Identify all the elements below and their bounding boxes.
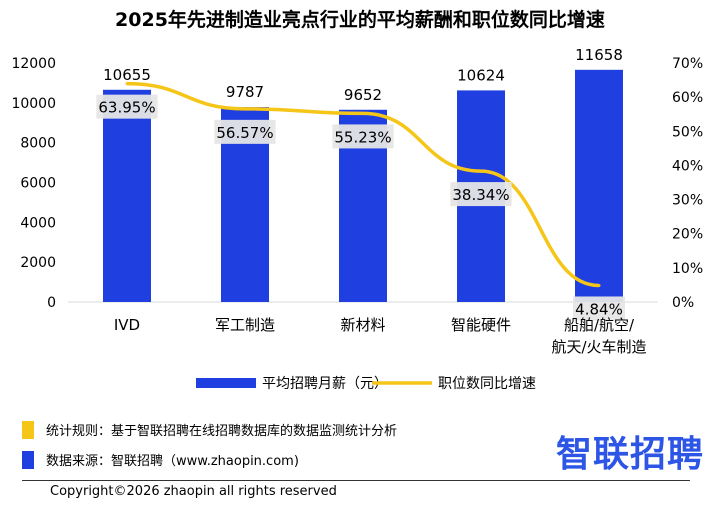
- line-label-box: [450, 182, 512, 207]
- stat-rule-note: 统计规则：基于智联招聘在线招聘数据库的数据监测统计分析: [22, 420, 397, 439]
- stat-rule-text: 统计规则：基于智联招聘在线招聘数据库的数据监测统计分析: [46, 424, 398, 439]
- left-axis-tick-label: 12000: [11, 56, 56, 72]
- left-axis-tick-label: 10000: [11, 96, 56, 112]
- copyright-text: Copyright©2026 zhaopin all rights reserv…: [50, 484, 337, 499]
- line-label-box: [214, 119, 276, 144]
- left-axis-tick-label: 8000: [20, 136, 56, 152]
- right-axis-tick-label: 50%: [672, 124, 703, 140]
- left-axis-tick-label: 0: [47, 295, 56, 311]
- line-value-label: 55.23%: [334, 128, 391, 146]
- bar-value-label: 10624: [457, 66, 505, 84]
- x-axis-labels: IVD 军工制造 新材料 智能硬件 船舶/航空/航天/火车制造: [114, 316, 647, 356]
- line-point: [361, 111, 365, 115]
- bar-value-labels: 10655 9787 9652 10624 11658: [103, 46, 623, 104]
- chart-canvas: 2025年先进制造业亮点行业的平均薪酬和职位数同比增速 0 2000 4000 600…: [11, 8, 703, 392]
- right-axis-tick-label: 30%: [672, 193, 703, 209]
- right-axis-tick-label: 0%: [672, 295, 694, 311]
- left-axis-tick-label: 2000: [20, 255, 56, 271]
- data-source-text: 数据来源：智联招聘（www.zhaopin.com): [46, 454, 299, 469]
- x-axis-label: 智能硬件: [451, 316, 511, 334]
- line-point: [125, 82, 129, 86]
- legend-line-label: 职位数同比增速: [438, 376, 536, 392]
- bar: [575, 69, 623, 303]
- rule-marker: [22, 420, 34, 439]
- x-axis-label: IVD: [114, 316, 140, 334]
- right-axis-tick-label: 60%: [672, 90, 703, 106]
- line-point: [479, 169, 483, 173]
- bar-value-label: 11658: [575, 46, 623, 64]
- line-value-label: 38.34%: [452, 186, 509, 204]
- chart-title: 2025年先进制造业亮点行业的平均薪酬和职位数同比增速: [115, 8, 605, 31]
- data-source-note: 数据来源：智联招聘（www.zhaopin.com): [22, 450, 299, 469]
- line-value-label: 4.84%: [575, 300, 623, 318]
- line-value-label: 63.95%: [98, 99, 155, 117]
- line-series: [125, 81, 601, 288]
- x-axis-label: 军工制造: [215, 316, 275, 334]
- line-label-box: [96, 94, 158, 119]
- x-axis-label: 船舶/航空/: [564, 316, 635, 334]
- right-axis-tick-label: 70%: [672, 56, 703, 72]
- right-axis-tick-label: 20%: [672, 227, 703, 243]
- x-axis-label: 航天/火车制造: [551, 338, 646, 356]
- left-axis-tick-label: 6000: [20, 176, 56, 192]
- line-point: [243, 107, 247, 111]
- bar-series: [103, 69, 623, 303]
- right-axis-tick-label: 40%: [672, 158, 703, 174]
- legend-bar-swatch: [196, 378, 256, 388]
- line-point: [597, 283, 601, 287]
- x-axis-label: 新材料: [340, 316, 385, 334]
- line-label-box: [332, 124, 394, 149]
- legend: 平均招聘月薪（元） 职位数同比增速: [196, 376, 536, 392]
- bar: [103, 89, 151, 302]
- line-value-label: 56.57%: [216, 124, 273, 142]
- source-marker: [22, 450, 34, 469]
- bar-value-label: 9652: [344, 86, 382, 104]
- growth-line: [126, 81, 600, 288]
- footer-divider: [22, 480, 690, 481]
- line-label-box: [573, 296, 625, 321]
- brand-logo: 智联招聘: [556, 434, 705, 475]
- legend-bar-label: 平均招聘月薪（元）: [262, 376, 388, 392]
- right-axis: 0% 10% 20% 30% 40% 50% 60% 70%: [672, 56, 703, 311]
- bar-value-label: 10655: [103, 66, 151, 84]
- left-axis-tick-label: 4000: [20, 215, 56, 231]
- bar-value-label: 9787: [226, 83, 264, 101]
- right-axis-tick-label: 10%: [672, 261, 703, 277]
- line-value-labels: 63.95% 56.57% 55.23% 38.34% 4.84%: [96, 94, 625, 321]
- left-axis: 0 2000 4000 6000 8000 10000 12000: [11, 56, 56, 311]
